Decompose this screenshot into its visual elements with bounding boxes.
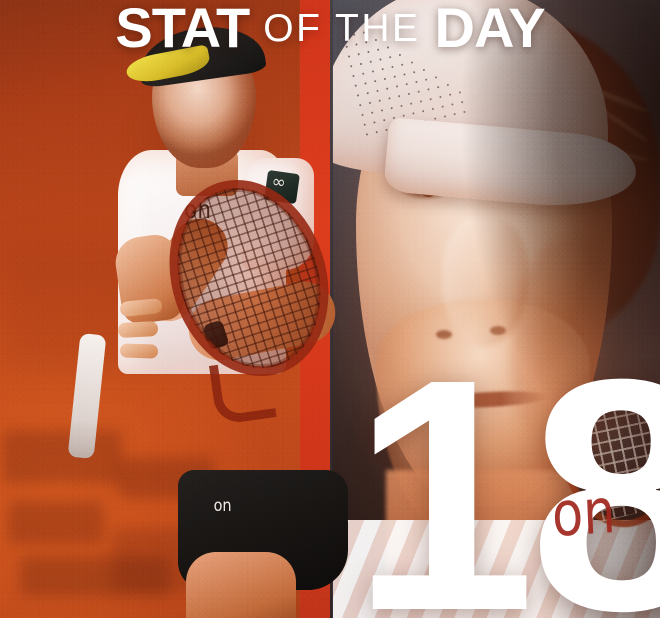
headline-word-day: DAY xyxy=(434,0,546,59)
clay-texture-blotch xyxy=(2,430,122,484)
headline-word-of-the: OF THE xyxy=(263,6,421,50)
headline-word-stat: STAT xyxy=(115,0,250,59)
headline: STAT OF THE DAY xyxy=(0,0,660,59)
clay-texture-blotch xyxy=(8,500,104,544)
on-brand-logo: on xyxy=(550,474,617,551)
shorts-on-logo: on xyxy=(213,496,232,516)
stat-number: 18 xyxy=(352,310,660,618)
clay-texture-blotch xyxy=(20,556,170,596)
player-finger xyxy=(119,343,159,359)
player-finger xyxy=(117,320,159,339)
dark-vignette xyxy=(380,0,660,618)
player-thigh xyxy=(186,552,296,618)
